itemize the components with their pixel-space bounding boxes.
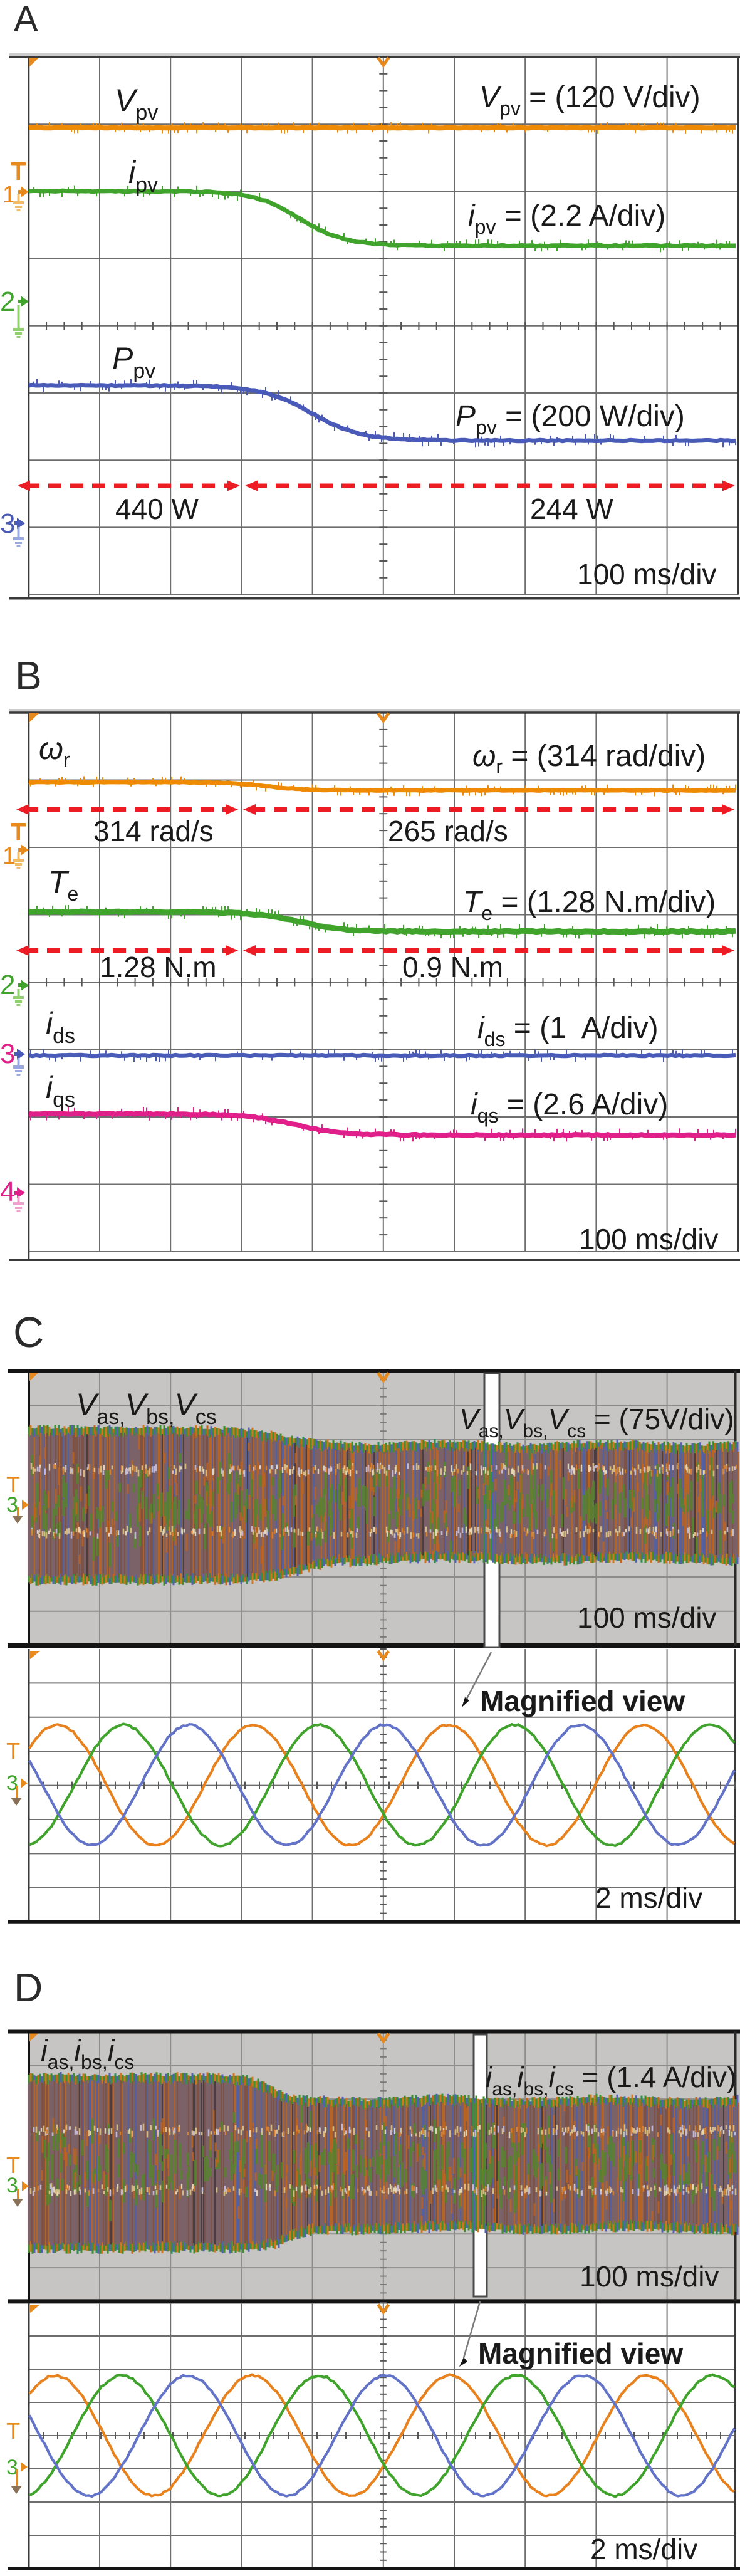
svg-text:ids = (1 A/div): ids = (1 A/div)	[477, 1012, 659, 1050]
svg-text:3: 3	[0, 508, 15, 539]
svg-text:100 ms/div: 100 ms/div	[579, 1223, 718, 1255]
svg-text:4: 4	[0, 1176, 15, 1207]
svg-text:T: T	[6, 2418, 20, 2444]
svg-text:3: 3	[6, 2174, 18, 2197]
svg-text:1.28 N.m: 1.28 N.m	[100, 951, 217, 983]
svg-text:ωr = (314 rad/div): ωr = (314 rad/div)	[472, 740, 706, 778]
svg-text:Vas,Vbs,Vcs: Vas,Vbs,Vcs	[76, 1387, 217, 1429]
svg-text:2: 2	[0, 970, 15, 1000]
svg-text:2 ms/div: 2 ms/div	[595, 1882, 702, 1914]
svg-text:Ppv: Ppv	[112, 341, 155, 383]
svg-text:2 ms/div: 2 ms/div	[590, 2533, 697, 2565]
svg-text:A: A	[14, 0, 38, 39]
svg-text:iqs: iqs	[46, 1070, 75, 1112]
svg-text:Te = (1.28 N.m/div): Te = (1.28 N.m/div)	[463, 886, 716, 924]
svg-text:C: C	[13, 1309, 44, 1356]
svg-text:100 ms/div: 100 ms/div	[577, 1601, 716, 1634]
svg-text:B: B	[15, 653, 42, 698]
svg-text:ipv: ipv	[128, 155, 158, 197]
svg-text:ipv = (2.2 A/div): ipv = (2.2 A/div)	[468, 199, 665, 238]
svg-text:1: 1	[3, 182, 16, 208]
svg-text:1: 1	[3, 843, 16, 869]
svg-text:3: 3	[6, 1493, 18, 1517]
svg-text:D: D	[14, 1965, 43, 2010]
svg-text:ias,ibs,ics = (1.4 A/div): ias,ibs,ics = (1.4 A/div)	[486, 2061, 736, 2100]
svg-text:100 ms/div: 100 ms/div	[580, 2260, 719, 2293]
svg-text:Vas,Vbs,Vcs = (75V/div): Vas,Vbs,Vcs = (75V/div)	[459, 1403, 734, 1442]
svg-text:244 W: 244 W	[530, 493, 614, 525]
svg-text:Magnified view: Magnified view	[478, 2337, 683, 2370]
svg-text:Magnified view: Magnified view	[480, 1685, 685, 1717]
svg-text:Vpv = (120 V/div): Vpv = (120 V/div)	[479, 81, 701, 120]
svg-text:0.9 N.m: 0.9 N.m	[402, 951, 503, 983]
svg-text:ids: ids	[46, 1006, 75, 1048]
svg-text:T: T	[6, 1738, 20, 1764]
svg-text:314 rad/s: 314 rad/s	[93, 815, 214, 847]
svg-text:iqs = (2.6 A/div): iqs = (2.6 A/div)	[471, 1088, 668, 1127]
svg-text:Te: Te	[48, 864, 78, 905]
svg-text:T: T	[6, 2152, 20, 2178]
svg-text:ωr: ωr	[39, 731, 70, 771]
svg-text:3: 3	[0, 1039, 15, 1069]
svg-text:3: 3	[6, 2456, 18, 2479]
svg-text:ias,ibs,ics: ias,ibs,ics	[41, 2034, 134, 2073]
svg-text:100 ms/div: 100 ms/div	[577, 558, 716, 590]
svg-text:440 W: 440 W	[115, 493, 199, 525]
svg-text:3: 3	[6, 1771, 18, 1795]
svg-text:Vpv: Vpv	[115, 83, 158, 125]
svg-text:265 rad/s: 265 rad/s	[388, 815, 508, 847]
svg-text:2: 2	[0, 286, 15, 317]
svg-text:Ppv = (200 W/div): Ppv = (200 W/div)	[456, 400, 685, 439]
svg-text:T: T	[6, 1472, 20, 1497]
